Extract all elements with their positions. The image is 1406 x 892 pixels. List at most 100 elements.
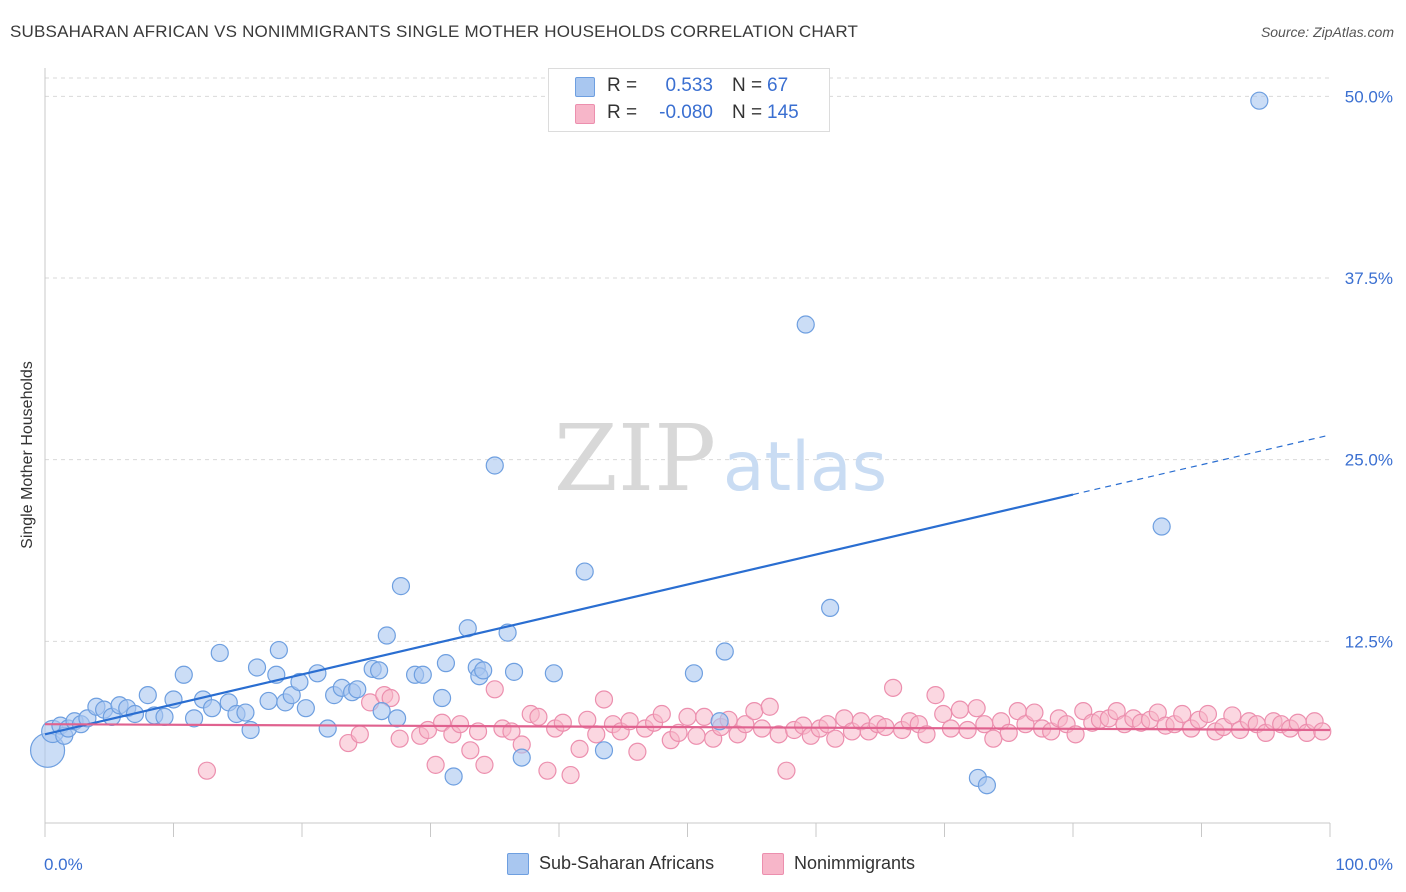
data-point-nonimmigrant [553, 713, 572, 732]
data-point-subsaharan [444, 767, 463, 786]
data-point-nonimmigrant [883, 678, 903, 697]
data-point-nonimmigrant [760, 697, 779, 716]
data-point-subsaharan [370, 661, 389, 680]
data-point-subsaharan [372, 701, 391, 721]
data-point-nonimmigrant [1025, 703, 1044, 722]
series-legend: Sub-Saharan Africans Nonimmigrants [0, 852, 1406, 878]
trend-line-subsaharan-extension [1072, 434, 1331, 496]
data-point-subsaharan [436, 654, 456, 673]
tick-labels: 12.5% 25.0% 37.5% 50.0% 0.0% 100.0% [44, 87, 1393, 874]
data-point-subsaharan [377, 626, 396, 645]
data-point-subsaharan [594, 741, 614, 760]
watermark: ZIP atlas [554, 405, 887, 512]
legend-r-label: R = [607, 75, 638, 96]
data-point-nonimmigrant [1313, 722, 1332, 741]
data-point-nonimmigrant [967, 699, 986, 718]
data-point-nonimmigrant [538, 761, 557, 780]
data-point-nonimmigrant [620, 712, 639, 731]
legend-swatch-pink [575, 104, 595, 124]
data-point-nonimmigrant [561, 765, 580, 785]
data-point-nonimmigrant [745, 701, 764, 721]
legend-label-nonimmigrants: Nonimmigrants [794, 853, 916, 873]
data-point-subsaharan [236, 703, 255, 722]
data-point-subsaharan [684, 664, 704, 683]
legend-n-value: 67 [767, 75, 789, 96]
legend-n-value: 145 [767, 102, 799, 123]
data-point-nonimmigrant [628, 742, 647, 761]
data-point-subsaharan [174, 665, 193, 684]
data-point-nonimmigrant [669, 723, 688, 742]
legend-r-value: 0.533 [665, 75, 713, 96]
data-point-nonimmigrant [578, 710, 597, 729]
data-point-subsaharan [432, 688, 452, 708]
data-point-nonimmigrant [652, 704, 671, 724]
y-tick-label: 50.0% [1345, 87, 1393, 106]
legend-row-nonimmigrants: R = -0.080 N = 145 [549, 100, 829, 126]
data-point-subsaharan [269, 640, 288, 660]
data-point-nonimmigrant [381, 688, 400, 708]
data-point-nonimmigrant [529, 707, 548, 727]
data-point-nonimmigrant [950, 700, 970, 719]
data-point-subsaharan [977, 776, 997, 795]
data-point-nonimmigrant [587, 725, 606, 744]
data-point-subsaharan [391, 577, 411, 596]
data-point-subsaharan [575, 562, 594, 581]
data-point-nonimmigrant [197, 761, 217, 780]
y-tick-label: 37.5% [1345, 269, 1393, 288]
chart-source: Source: ZipAtlas.com [1260, 24, 1394, 40]
trend-lines [44, 434, 1331, 736]
data-point-subsaharan [504, 662, 524, 681]
subsaharan-points [29, 91, 1269, 795]
data-point-nonimmigrant [390, 729, 409, 748]
watermark-atlas: atlas [723, 428, 887, 507]
data-point-nonimmigrant [450, 715, 470, 734]
nonimmigrants-points [197, 678, 1332, 785]
data-point-subsaharan [247, 658, 267, 677]
data-point-nonimmigrant [695, 707, 714, 727]
data-point-subsaharan [210, 643, 229, 663]
data-point-subsaharan [202, 699, 222, 718]
data-point-subsaharan [387, 709, 407, 728]
data-point-subsaharan [1152, 517, 1171, 536]
legend-r-label: R = [607, 102, 638, 123]
data-point-nonimmigrant [687, 726, 706, 745]
data-point-nonimmigrant [485, 680, 504, 699]
correlation-legend: R = 0.533 N = 67 R = -0.080 N = 145 [548, 68, 830, 132]
data-point-nonimmigrant [678, 707, 697, 727]
x-tick-label: 100.0% [1335, 855, 1393, 874]
data-point-nonimmigrant [1223, 706, 1242, 725]
data-point-nonimmigrant [461, 741, 480, 760]
data-point-nonimmigrant [350, 725, 369, 744]
data-point-nonimmigrant [917, 725, 936, 744]
legend-row-subsaharan: R = 0.533 N = 67 [549, 73, 829, 99]
data-point-subsaharan [1250, 91, 1269, 110]
data-point-subsaharan [296, 699, 315, 718]
data-point-subsaharan [348, 680, 367, 699]
legend-n-label: N = [732, 102, 763, 123]
data-point-nonimmigrant [975, 715, 994, 734]
data-point-subsaharan [821, 598, 840, 618]
y-tick-label: 25.0% [1345, 451, 1393, 470]
data-point-nonimmigrant [826, 729, 845, 748]
data-point-nonimmigrant [958, 720, 977, 740]
watermark-zip: ZIP [554, 405, 716, 512]
data-point-nonimmigrant [475, 755, 494, 774]
data-point-nonimmigrant [1173, 704, 1192, 724]
legend-swatch-pink [762, 853, 784, 875]
data-point-subsaharan [796, 315, 815, 334]
axes [44, 68, 1331, 837]
y-tick-label: 12.5% [1345, 632, 1393, 651]
data-point-subsaharan [544, 664, 563, 683]
data-point-nonimmigrant [426, 755, 445, 774]
legend-swatch-blue [575, 77, 595, 97]
x-tick-label: 0.0% [44, 855, 83, 874]
data-point-subsaharan [413, 665, 432, 684]
legend-label-subsaharan: Sub-Saharan Africans [539, 853, 715, 873]
data-point-nonimmigrant [999, 723, 1018, 742]
chart-title: SUBSAHARAN AFRICAN VS NONIMMIGRANTS SING… [10, 22, 859, 41]
data-point-subsaharan [184, 709, 204, 728]
trend-line-nonimmigrants [44, 723, 1331, 732]
data-point-nonimmigrant [1066, 725, 1085, 744]
data-point-subsaharan [290, 672, 309, 692]
